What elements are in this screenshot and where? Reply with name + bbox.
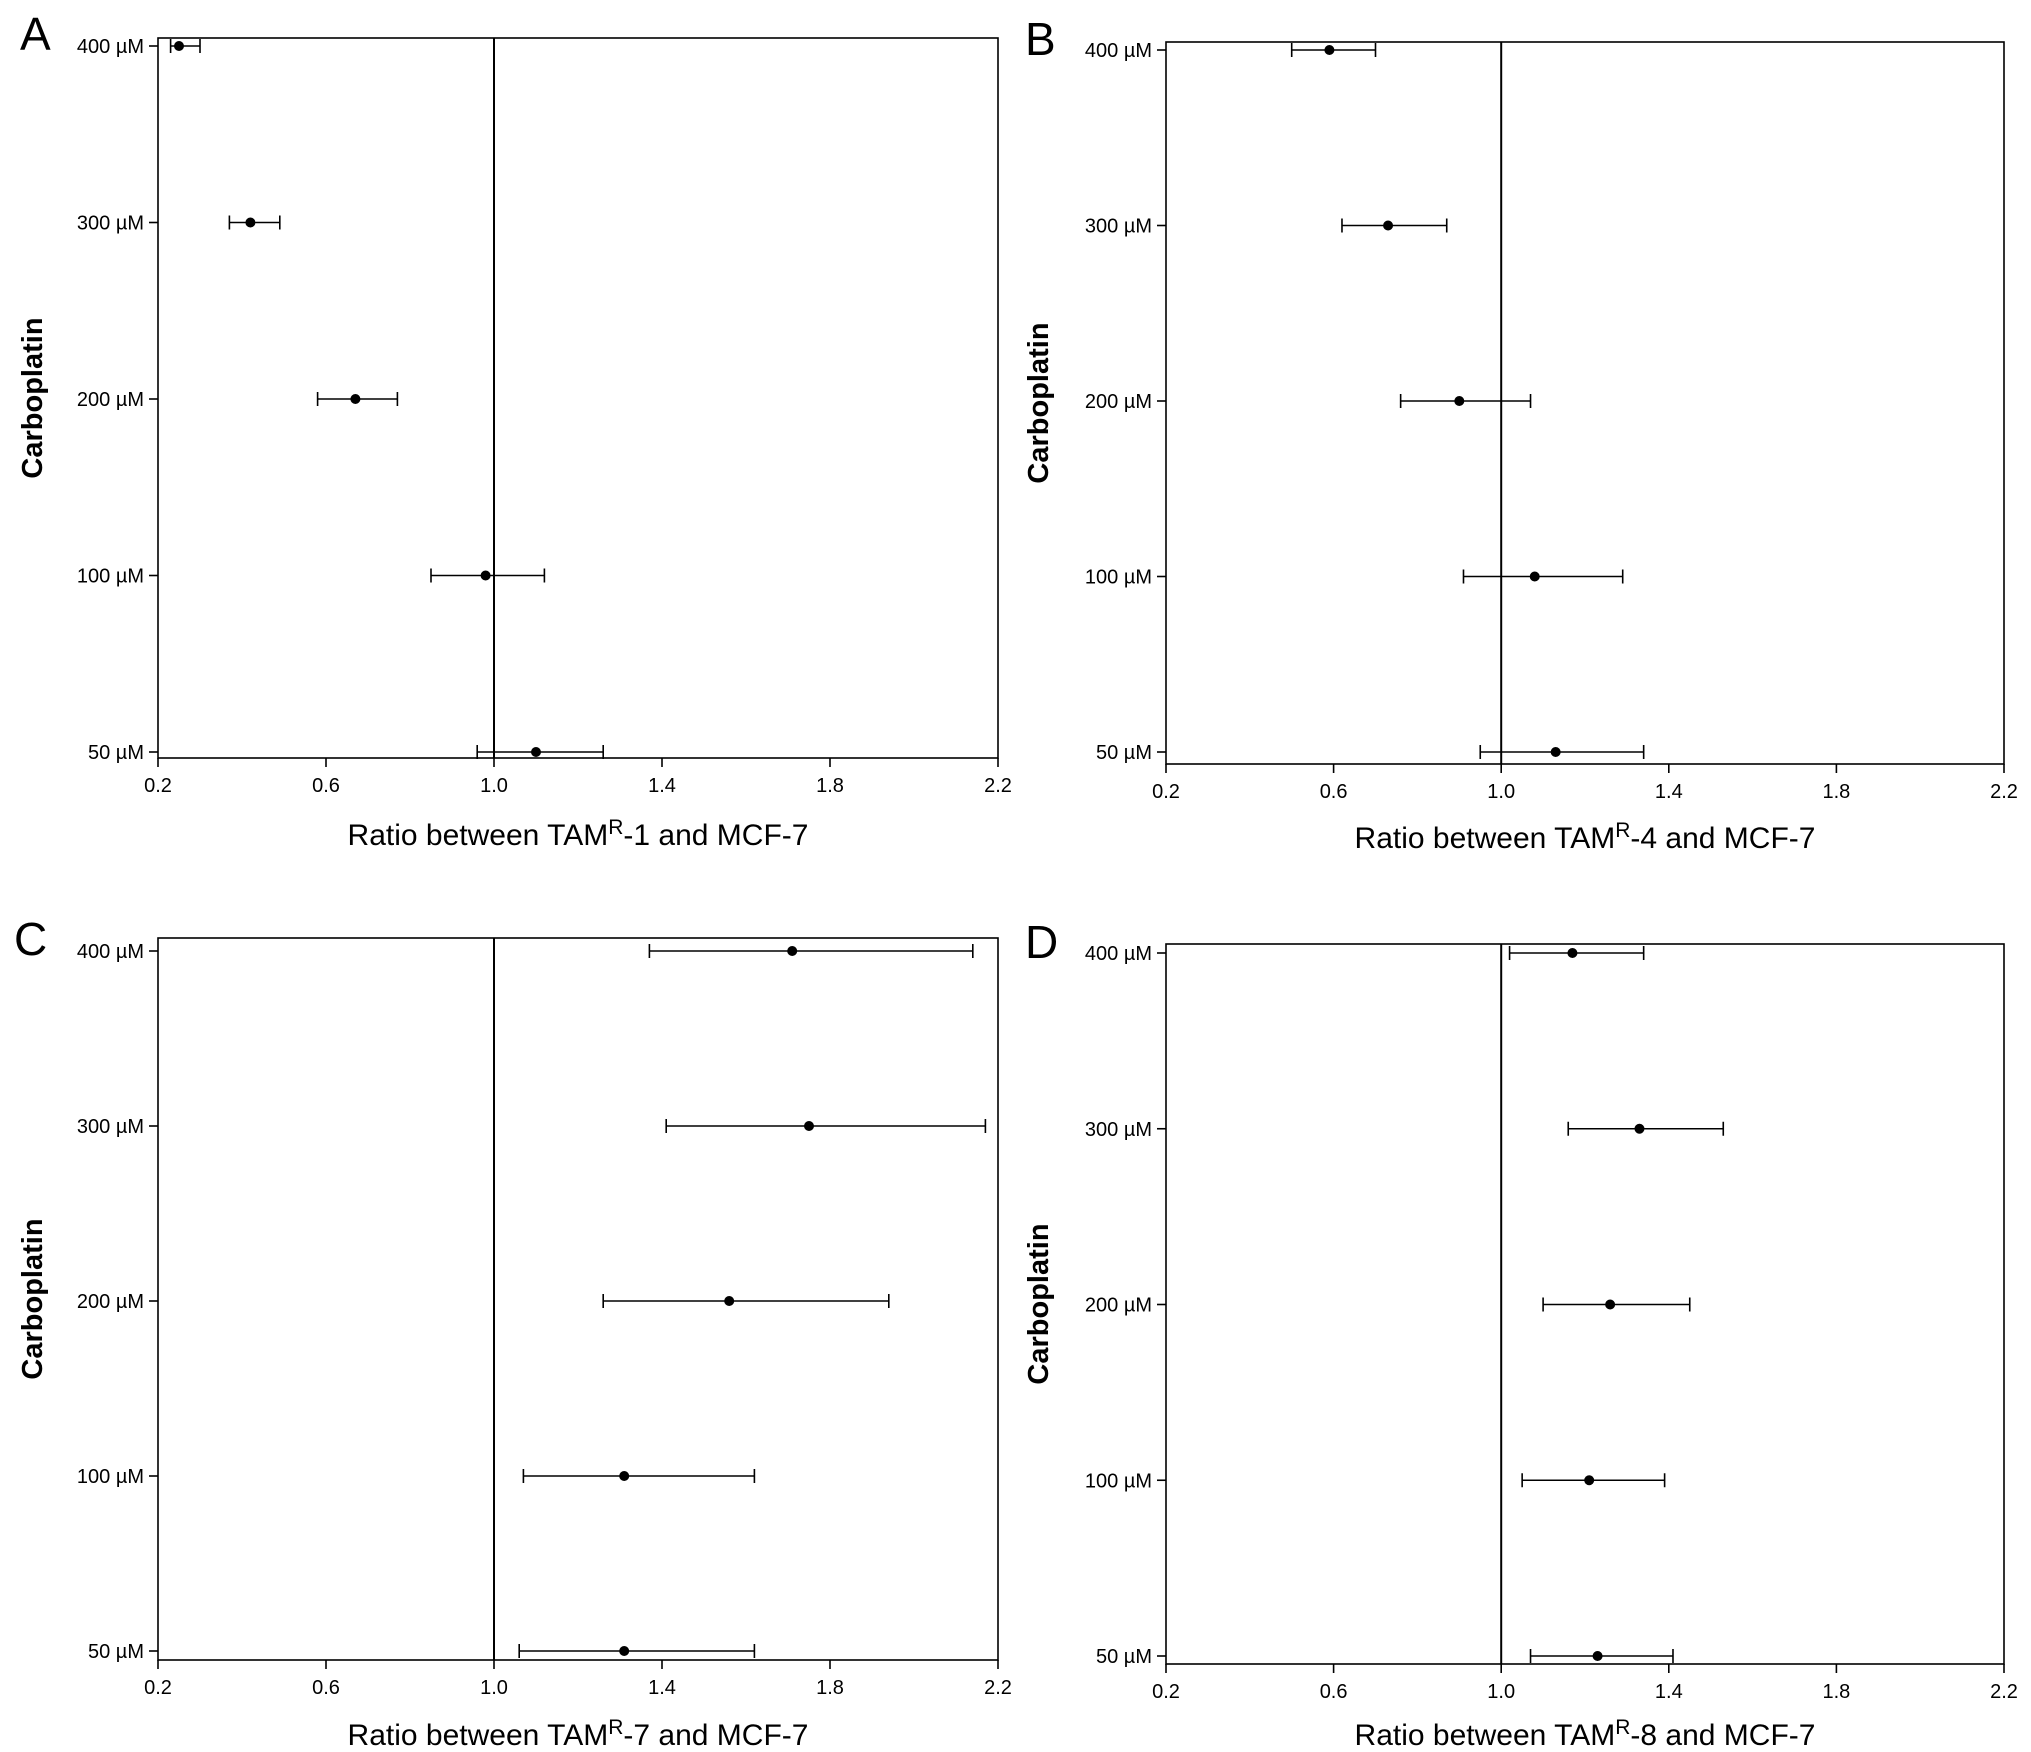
x-tick-label: 2.2 (1990, 1681, 2018, 1703)
x-axis-title-prefix: Ratio between TAM (1355, 822, 1616, 855)
y-tick-label: 300 µM (1085, 216, 1152, 238)
x-tick-label: 1.0 (1487, 781, 1515, 803)
data-point (531, 747, 541, 757)
data-point (804, 1121, 814, 1131)
data-point (1605, 1299, 1616, 1310)
y-tick-label: 200 µM (77, 1291, 144, 1313)
y-tick-label: 300 µM (1085, 1119, 1152, 1141)
data-point (350, 394, 361, 404)
data-point (245, 217, 256, 228)
data-point (1529, 571, 1540, 582)
x-axis-title: Ratio between TAMR-7 and MCF-7 (348, 1716, 809, 1752)
x-axis-title-suffix: -8 and MCF-7 (1630, 1719, 1815, 1752)
panel-a: A 0.2 0.6 1.0 1.4 1.8 2.2 400 µM 300 µM 200 µM 100… (17, 8, 1012, 852)
y-tick-label: 50 µM (88, 1641, 144, 1663)
y-tick-label: 100 µM (1085, 567, 1152, 589)
x-tick-label: 0.2 (1152, 781, 1180, 803)
x-tick-label: 2.2 (984, 775, 1012, 797)
y-tick-label: 400 µM (1085, 943, 1152, 965)
data-point (787, 946, 798, 956)
y-tick-label: 50 µM (88, 742, 144, 764)
y-tick-label: 200 µM (1085, 391, 1152, 413)
y-tick-label: 100 µM (77, 566, 144, 588)
x-tick-label: 0.6 (312, 1677, 340, 1699)
x-axis-title: Ratio between TAMR-8 and MCF-7 (1355, 1716, 1816, 1752)
y-axis-title: Carboplatin (1023, 322, 1055, 483)
x-axis-title-prefix: Ratio between TAM (1355, 1719, 1616, 1752)
y-axis-title: Carboplatin (17, 1218, 49, 1379)
panel-letter: B (1025, 13, 1056, 65)
y-tick-label: 100 µM (1085, 1470, 1152, 1492)
x-axis-title-prefix: Ratio between TAM (348, 819, 609, 852)
y-tick-label: 50 µM (1096, 1646, 1152, 1668)
x-axis-title-suffix: -1 and MCF-7 (623, 819, 808, 852)
panel-b: B 0.2 0.6 1.0 1.4 1.8 2.2 400 µM 300 µM 200 µM 100… (1023, 13, 2018, 855)
panel-letter: A (20, 8, 51, 60)
y-tick-label: 100 µM (77, 1466, 144, 1488)
data-point (1454, 396, 1465, 406)
data-point (1584, 1475, 1595, 1486)
x-axis-title-suffix: -7 and MCF-7 (623, 1719, 808, 1752)
x-tick-label: 0.2 (144, 1677, 172, 1699)
data-point (174, 41, 184, 51)
x-tick-label: 0.6 (1320, 1681, 1348, 1703)
x-tick-label: 1.0 (480, 775, 508, 797)
data-point (480, 570, 491, 581)
panel-letter: C (14, 913, 47, 965)
y-tick-label: 50 µM (1096, 742, 1152, 764)
x-axis-title-superscript: R (1615, 819, 1630, 842)
x-tick-label: 0.6 (312, 775, 340, 797)
data-point (1592, 1651, 1603, 1661)
data-point (1567, 948, 1578, 958)
x-tick-label: 1.4 (648, 1677, 676, 1699)
x-tick-label: 2.2 (1990, 781, 2018, 803)
x-axis-title-suffix: -4 and MCF-7 (1630, 822, 1815, 855)
y-tick-label: 300 µM (77, 1116, 144, 1138)
y-tick-label: 400 µM (77, 941, 144, 963)
x-tick-label: 1.8 (816, 775, 844, 797)
plot-frame (157, 937, 999, 1661)
panel-letter: D (1025, 916, 1058, 968)
data-point (1324, 45, 1335, 55)
x-tick-label: 1.8 (816, 1677, 844, 1699)
x-tick-label: 1.8 (1822, 781, 1850, 803)
data-point (1383, 220, 1394, 231)
x-tick-label: 0.2 (1152, 1681, 1180, 1703)
panel-c: C 0.2 0.6 1.0 1.4 1.8 2.2 400 µM 300 µM 200 µM 100… (14, 913, 1012, 1752)
x-tick-label: 1.4 (648, 775, 676, 797)
x-axis-title-prefix: Ratio between TAM (348, 1719, 609, 1752)
x-tick-label: 1.4 (1655, 781, 1683, 803)
data-point (619, 1646, 630, 1656)
x-tick-label: 1.4 (1655, 1681, 1683, 1703)
x-axis-title-superscript: R (608, 816, 623, 839)
panel-d: D 0.2 0.6 1.0 1.4 1.8 2.2 400 µM 300 µM 200 µM 100… (1023, 916, 2018, 1752)
x-axis-title: Ratio between TAMR-1 and MCF-7 (348, 816, 809, 853)
x-tick-label: 0.6 (1320, 781, 1348, 803)
data-point (619, 1471, 630, 1481)
y-axis-title: Carboplatin (17, 317, 49, 478)
y-axis-title: Carboplatin (1023, 1223, 1055, 1384)
data-point (1550, 747, 1561, 757)
data-point (1634, 1123, 1645, 1134)
x-tick-label: 1.8 (1822, 1681, 1850, 1703)
x-tick-label: 1.0 (480, 1677, 508, 1699)
x-axis-title: Ratio between TAMR-4 and MCF-7 (1355, 819, 1816, 856)
data-point (724, 1296, 735, 1306)
x-axis-title-superscript: R (608, 1716, 623, 1739)
y-tick-label: 400 µM (77, 36, 144, 58)
y-tick-label: 200 µM (1085, 1295, 1152, 1317)
x-axis-title-superscript: R (1615, 1716, 1630, 1739)
y-tick-label: 300 µM (77, 213, 144, 235)
x-tick-label: 2.2 (984, 1677, 1012, 1699)
y-tick-label: 200 µM (77, 389, 144, 411)
x-tick-label: 0.2 (144, 775, 172, 797)
x-tick-label: 1.0 (1487, 1681, 1515, 1703)
plot-frame (157, 37, 999, 759)
y-tick-label: 400 µM (1085, 40, 1152, 62)
plot-frame (1165, 41, 2005, 765)
